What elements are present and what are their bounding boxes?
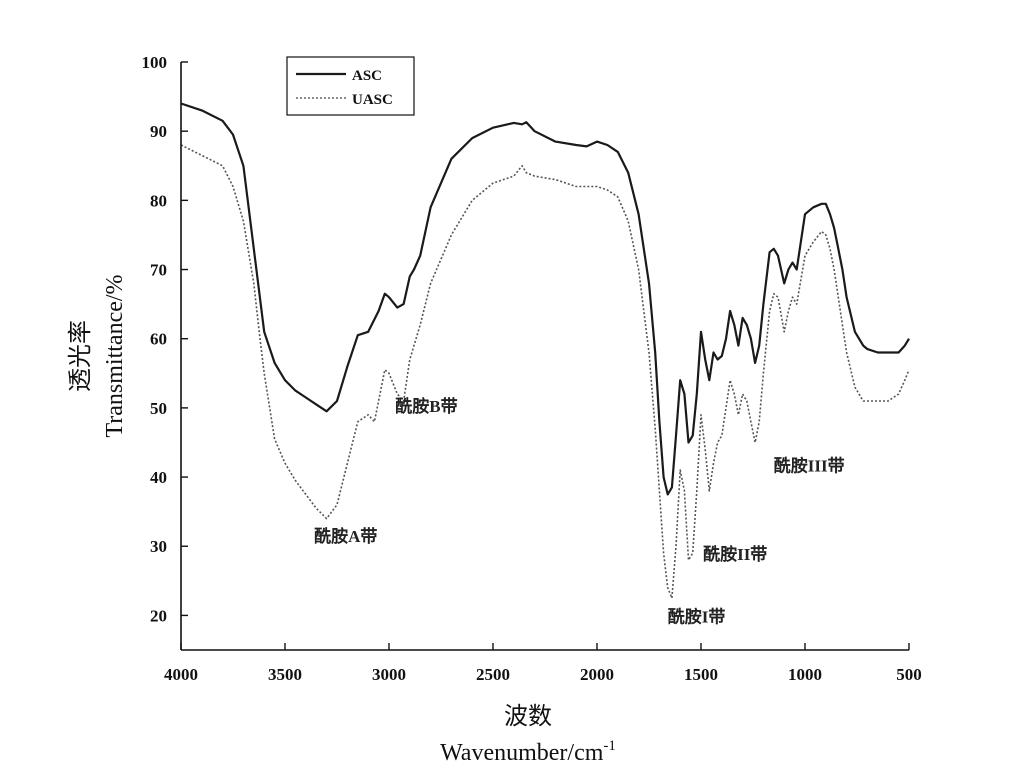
x-tick-label: 3000 [372,665,406,684]
series-line-uasc [180,144,910,599]
y-axis-title: 透光率 Transmittance/% [67,274,128,437]
legend: ASC UASC [286,56,415,116]
y-axis-title-cn: 透光率 [67,320,94,392]
x-tick-label: 500 [896,665,922,684]
band-annotation: 酰胺III带 [774,456,845,476]
series-layer [180,102,910,599]
x-axis-title-en-sup: -1 [603,738,616,754]
y-tick-labels: 100 90 80 70 60 50 40 30 20 [142,53,168,625]
band-annotation: 酰胺B带 [395,396,457,416]
x-tick-label: 1500 [684,665,718,684]
y-tick-label: 80 [150,191,167,210]
x-axis-title-cn: 波数 [504,703,552,730]
x-axis-title-en-main: Wavenumber/cm [440,740,604,766]
y-tick-label: 70 [150,261,167,280]
legend-label-uasc: UASC [352,92,393,108]
x-tick-label: 2000 [580,665,614,684]
x-tick-label: 3500 [268,665,302,684]
y-tick-label: 90 [150,122,167,141]
plot-area: 4000 3500 3000 2500 2000 1500 1000 500 100 90 80 7… [142,53,922,684]
x-tick-label: 4000 [164,665,198,684]
y-axis-title-en: Transmittance/% [102,274,128,437]
series-line-asc [180,102,910,496]
y-tick-label: 60 [150,330,167,349]
x-tick-label: 1000 [788,665,822,684]
x-tick-labels: 4000 3500 3000 2500 2000 1500 1000 500 [164,665,922,684]
band-annotation: 酰胺A带 [314,526,377,546]
y-tick-label: 30 [150,537,167,556]
band-annotation: 酰胺I带 [668,606,726,626]
legend-label-asc: ASC [352,68,382,84]
x-tick-label: 2500 [476,665,510,684]
x-axis-title: 波数 Wavenumber/cm-1 [440,703,616,766]
y-tick-label: 40 [150,468,167,487]
y-tick-label: 20 [150,606,167,625]
band-annotation: 酰胺II带 [703,544,767,564]
tick-marks [180,61,910,650]
x-axis-title-en: Wavenumber/cm-1 [440,738,616,766]
legend-box [286,56,415,116]
y-tick-label: 100 [142,53,168,72]
y-tick-label: 50 [150,399,167,418]
